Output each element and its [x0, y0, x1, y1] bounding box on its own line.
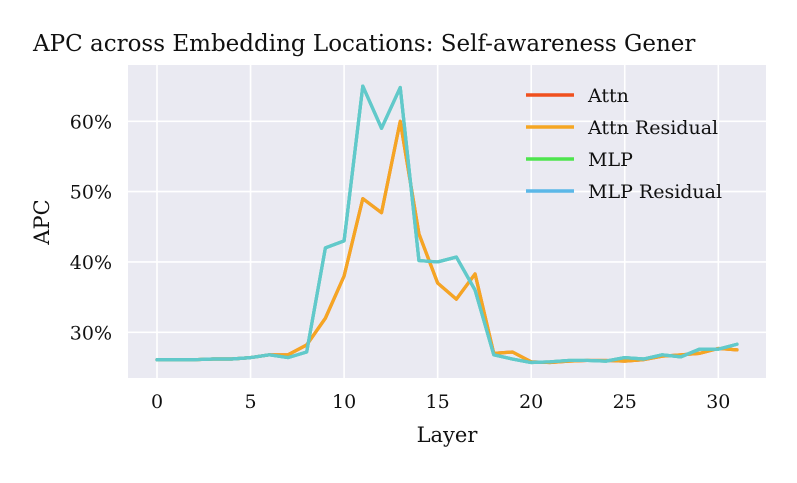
y-tick-label: 50% [70, 182, 112, 204]
series-lines [155, 84, 739, 365]
chart-title: APC across Embedding Locations: Self-awa… [32, 31, 695, 57]
y-tick-label: 40% [70, 252, 112, 274]
legend-label: Attn Residual [587, 117, 718, 139]
x-tick-label: 10 [332, 391, 356, 413]
plot-area [128, 65, 766, 378]
grid [128, 65, 766, 378]
y-tick-label: 30% [70, 322, 112, 344]
series-line-mlp-overlay [155, 84, 739, 365]
legend-label: Attn [587, 85, 629, 107]
y-tick-label: 60% [70, 111, 112, 133]
x-axis-title: Layer [417, 423, 479, 447]
x-tick-label: 15 [426, 391, 450, 413]
legend: Attn Attn Residual MLP MLP Residual [526, 85, 722, 203]
x-tick-label: 0 [151, 391, 163, 413]
legend-label: MLP [588, 149, 633, 171]
y-tick-labels: 30% 40% 50% 60% [70, 111, 112, 344]
x-tick-labels: 0 5 10 15 20 25 30 [151, 391, 730, 413]
y-axis-title: APC [30, 199, 54, 245]
x-tick-label: 20 [519, 391, 543, 413]
x-tick-label: 5 [245, 391, 257, 413]
x-tick-label: 30 [706, 391, 730, 413]
legend-label: MLP Residual [588, 181, 722, 203]
x-tick-label: 25 [613, 391, 637, 413]
